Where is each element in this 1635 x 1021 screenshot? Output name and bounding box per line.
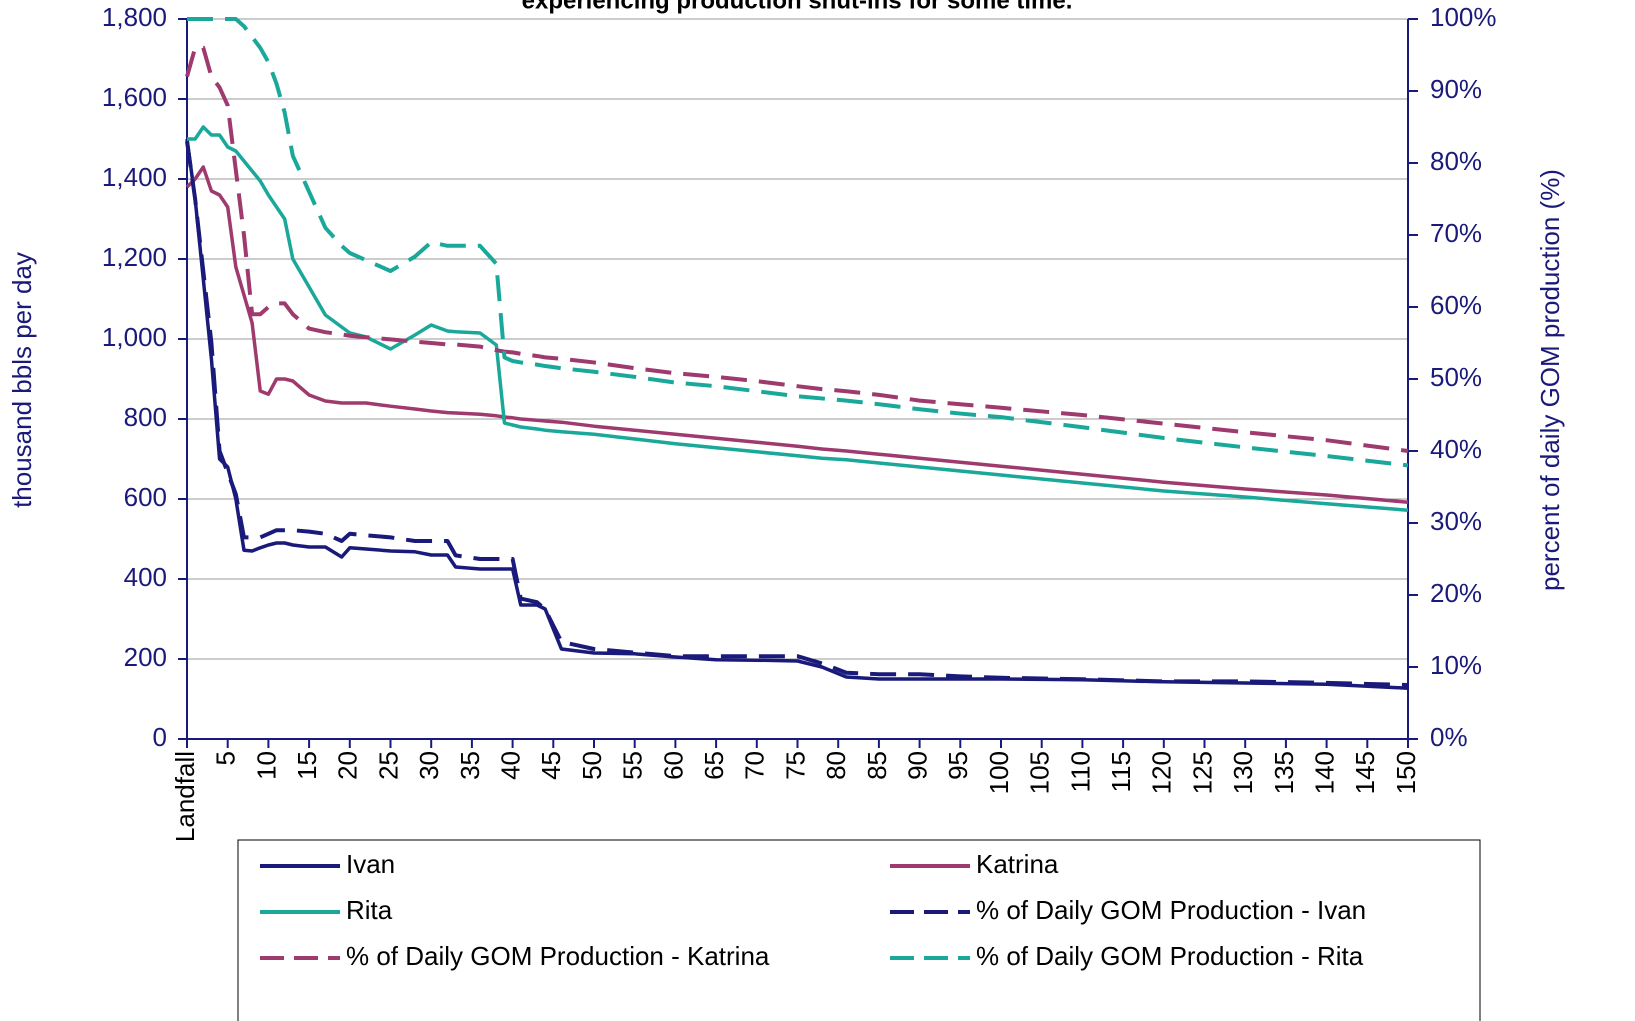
x-tick-label: 55 — [618, 751, 648, 780]
y-tick-label: 1,800 — [102, 2, 167, 32]
y2-tick-label: 10% — [1430, 650, 1482, 680]
x-tick-label: 100 — [984, 751, 1014, 794]
legend-label: % of Daily GOM Production - Ivan — [976, 895, 1366, 925]
legend-box — [237, 839, 1481, 1021]
series-line — [185, 165, 1409, 504]
x-tick-label: 45 — [536, 751, 566, 780]
y2-tick-label: 20% — [1430, 578, 1482, 608]
y-axis-label: thousand bbls per day — [7, 252, 37, 508]
y2-tick-label: 0% — [1430, 722, 1468, 752]
x-tick-label: 40 — [495, 751, 525, 780]
x-tick-label: 30 — [414, 751, 444, 780]
x-tick-label: 130 — [1228, 751, 1258, 794]
x-tick-label: 90 — [902, 751, 932, 780]
series-line — [185, 141, 1409, 687]
y2-axis-label: percent of daily GOM production (%) — [1535, 169, 1565, 591]
x-tick-label: 50 — [577, 751, 607, 780]
series-line — [187, 125, 1409, 512]
x-tick-label: 110 — [1065, 751, 1095, 792]
x-tick-label: 65 — [699, 751, 729, 780]
legend-label: Rita — [346, 895, 393, 925]
y-tick-label: 1,400 — [102, 162, 167, 192]
y-tick-label: 0 — [153, 722, 167, 752]
x-tick-label: Landfall — [170, 751, 200, 842]
x-tick-label: 5 — [211, 751, 241, 765]
legend-label: Katrina — [976, 849, 1059, 879]
x-tick-label: 35 — [455, 751, 485, 780]
y-tick-label: 1,600 — [102, 82, 167, 112]
y2-tick-label: 90% — [1430, 74, 1482, 104]
y-tick-label: 1,000 — [102, 322, 167, 352]
y-tick-label: 600 — [124, 482, 167, 512]
y-tick-label: 400 — [124, 562, 167, 592]
y2-tick-label: 70% — [1430, 218, 1482, 248]
x-tick-label: 105 — [1025, 751, 1055, 794]
series-line — [187, 17, 1409, 468]
chart-title: experiencing production shut-ins for som… — [522, 0, 1073, 14]
legend-label: % of Daily GOM Production - Rita — [976, 941, 1364, 971]
series-line — [185, 138, 1409, 690]
x-tick-label: 145 — [1350, 751, 1380, 794]
x-tick-label: 15 — [292, 751, 322, 780]
legend-label: Ivan — [346, 849, 395, 879]
y2-tick-label: 40% — [1430, 434, 1482, 464]
x-tick-label: 85 — [862, 751, 892, 780]
y-tick-label: 200 — [124, 642, 167, 672]
x-tick-label: 140 — [1309, 751, 1339, 794]
x-tick-label: 115 — [1106, 751, 1136, 792]
y-tick-label: 800 — [124, 402, 167, 432]
legend-label: % of Daily GOM Production - Katrina — [346, 941, 770, 971]
x-tick-label: 10 — [251, 751, 281, 780]
y2-tick-label: 100% — [1430, 2, 1497, 32]
x-tick-label: 80 — [821, 751, 851, 780]
x-tick-label: 60 — [658, 751, 688, 780]
x-tick-label: 120 — [1147, 751, 1177, 794]
y2-tick-label: 60% — [1430, 290, 1482, 320]
x-tick-label: 125 — [1187, 751, 1217, 794]
y-tick-label: 1,200 — [102, 242, 167, 272]
x-tick-label: 135 — [1269, 751, 1299, 794]
x-tick-label: 20 — [333, 751, 363, 780]
x-tick-label: 70 — [740, 751, 770, 780]
y2-tick-label: 30% — [1430, 506, 1482, 536]
y2-tick-label: 80% — [1430, 146, 1482, 176]
y2-tick-label: 50% — [1430, 362, 1482, 392]
x-tick-label: 150 — [1391, 751, 1421, 794]
x-tick-label: 25 — [373, 751, 403, 780]
x-tick-label: 95 — [943, 751, 973, 780]
series-line — [185, 45, 1409, 453]
x-tick-label: 75 — [780, 751, 810, 780]
